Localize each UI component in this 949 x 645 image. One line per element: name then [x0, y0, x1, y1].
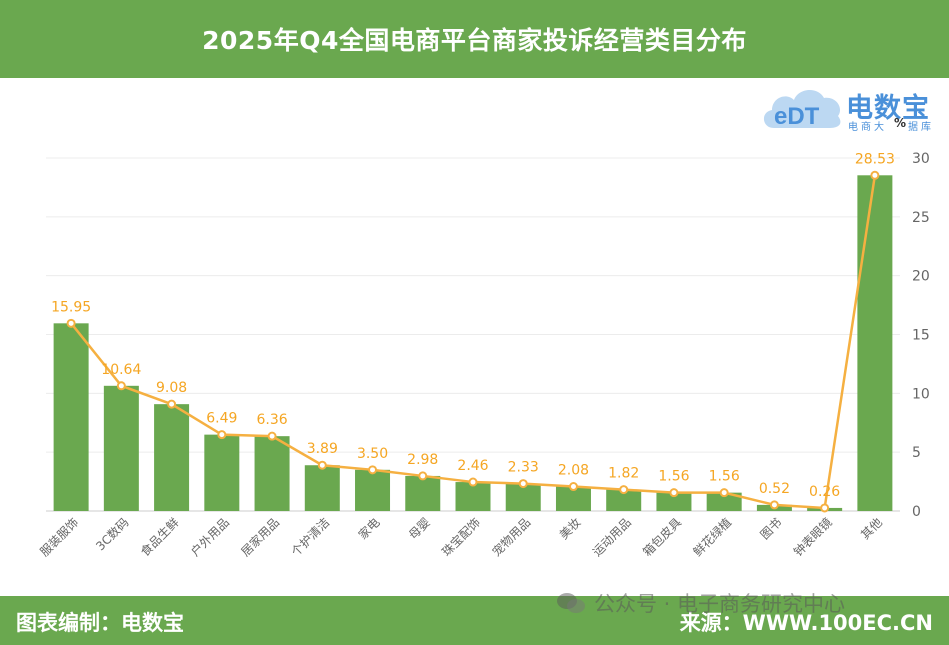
data-label: 2.98 — [407, 452, 438, 468]
data-label: 2.33 — [508, 460, 539, 476]
data-label: 1.56 — [709, 469, 740, 485]
line-point — [820, 503, 830, 513]
x-tick-label: 鲜花绿植 — [690, 515, 735, 560]
y-tick-label: 5 — [912, 445, 921, 461]
x-tick-label: 家电 — [355, 515, 383, 543]
x-tick-label: 服装服饰 — [37, 515, 81, 559]
data-label: 0.52 — [759, 481, 790, 497]
line-point — [669, 488, 679, 498]
x-tick-label: 3C数码 — [93, 515, 132, 554]
logo-sub2: 据库 — [908, 122, 934, 133]
line-point — [66, 318, 76, 328]
data-label: 0.26 — [809, 484, 840, 500]
wechat-icon — [557, 593, 585, 613]
bar — [505, 483, 541, 511]
line-point — [568, 482, 578, 492]
bar — [304, 465, 340, 511]
bar — [857, 175, 893, 511]
y-tick-label: 15 — [912, 328, 930, 344]
y-tick-label: 30 — [912, 151, 930, 167]
line-point — [167, 399, 177, 409]
x-tick-label: 其他 — [858, 515, 885, 542]
bar — [154, 404, 190, 511]
line-point — [418, 471, 428, 481]
watermark: 公众号 · 电子商务研究中心 — [556, 588, 845, 618]
footer-banner: 图表编制：电数宝 来源：WWW.100EC.CN — [0, 596, 949, 645]
cloud-logo-icon: eDT — [763, 89, 841, 130]
line-point — [116, 381, 126, 391]
logo-sub: 电商大 — [848, 122, 887, 133]
bar — [656, 492, 692, 511]
footer-source: 来源：WWW.100EC.CN — [679, 611, 933, 635]
bar — [706, 492, 742, 511]
x-tick-label: 户外用品 — [187, 515, 232, 560]
data-label: 10.64 — [101, 362, 141, 378]
header-banner: 2025年Q4全国电商平台商家投诉经营类目分布 — [0, 0, 949, 78]
data-label: 15.95 — [51, 299, 91, 315]
x-tick-label: 珠宝配饰 — [439, 515, 483, 559]
data-label: 28.53 — [855, 151, 895, 167]
bar-line-chart: 0 5 10 15 20 25 30 15.95 10.64 9.08 6.49 6.36 3.89 3.… — [37, 151, 930, 560]
footer-credit: 图表编制：电数宝 — [16, 611, 184, 635]
logo-mark: eDT — [774, 103, 820, 130]
x-tick-label: 个护清洁 — [289, 515, 333, 559]
bar — [103, 385, 139, 511]
x-tick-label: 宠物用品 — [489, 515, 534, 560]
bar — [254, 436, 290, 511]
x-tick-label: 钟表眼镜 — [790, 515, 835, 560]
data-label: 6.36 — [256, 412, 287, 428]
data-label: 1.82 — [608, 466, 639, 482]
data-label: 6.49 — [206, 411, 237, 427]
logo-name: 电数宝 — [846, 93, 930, 124]
data-label: 1.56 — [658, 469, 689, 485]
x-tick-label: 图书 — [758, 515, 785, 542]
x-tick-label: 箱包皮具 — [640, 515, 685, 560]
bar — [53, 323, 89, 511]
bar — [455, 482, 491, 511]
line-point — [217, 430, 227, 440]
data-label: 9.08 — [156, 380, 187, 396]
bar — [355, 469, 391, 511]
logo-percent: % — [894, 116, 907, 130]
bar — [606, 489, 642, 511]
data-label: 3.50 — [357, 446, 388, 462]
line-point — [468, 477, 478, 487]
bar — [204, 434, 240, 511]
line-point — [368, 465, 378, 475]
y-tick-label: 20 — [912, 269, 930, 285]
x-tick-label: 运动用品 — [590, 515, 634, 559]
y-tick-label: 25 — [912, 210, 930, 226]
chart-title: 2025年Q4全国电商平台商家投诉经营类目分布 — [202, 26, 747, 55]
line-point — [518, 479, 528, 489]
line-point — [317, 460, 327, 470]
data-label: 2.08 — [558, 463, 589, 479]
x-tick-label: 食品生鲜 — [137, 515, 182, 560]
bar — [405, 475, 441, 511]
line-point — [870, 170, 880, 180]
line-point — [267, 431, 277, 441]
y-tick-label: 0 — [912, 504, 921, 520]
x-tick-label: 美妆 — [557, 515, 584, 542]
line-point — [769, 500, 779, 510]
watermark-text: 公众号 · 电子商务研究中心 — [594, 592, 846, 616]
y-tick-label: 10 — [912, 386, 930, 402]
x-tick-label: 母婴 — [406, 515, 433, 542]
data-label: 2.46 — [457, 458, 488, 474]
x-tick-label: 居家用品 — [238, 515, 283, 560]
data-label: 3.89 — [307, 441, 338, 457]
brand-logo: eDT 电数宝 电商大 % 据库 — [760, 82, 945, 134]
line-point — [719, 488, 729, 498]
line-point — [619, 485, 629, 495]
